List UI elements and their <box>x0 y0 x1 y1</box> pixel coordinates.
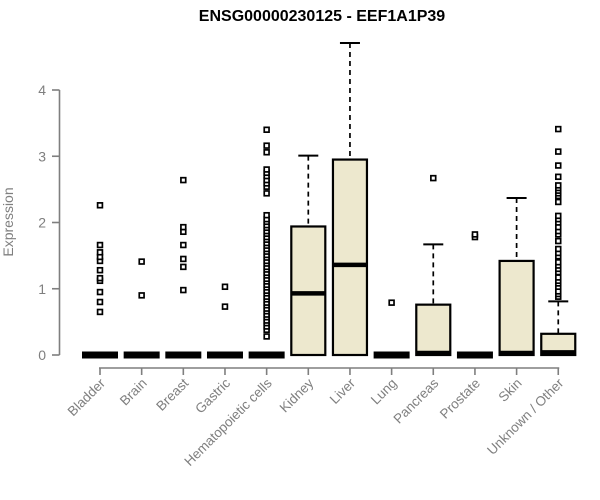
outlier-point <box>388 299 395 306</box>
outlier-point <box>96 288 104 296</box>
outlier-point <box>138 292 145 299</box>
y-tick-label: 0 <box>38 347 46 363</box>
outlier-point <box>96 266 104 274</box>
outlier-point <box>555 198 562 206</box>
outlier-point <box>180 255 187 263</box>
outlier-point <box>221 303 229 310</box>
outlier-point <box>555 182 562 189</box>
outlier-point <box>555 245 562 253</box>
outlier-point <box>96 249 104 256</box>
outlier-point <box>180 263 187 271</box>
outlier-point <box>263 149 270 156</box>
outlier-point <box>96 202 104 209</box>
outlier-point <box>471 231 479 238</box>
collapsed-box-breast <box>165 351 202 359</box>
outlier-point <box>138 258 145 265</box>
x-category-label: Unknown / Other <box>484 375 567 458</box>
outlier-point <box>263 190 270 197</box>
outlier-point <box>263 166 270 173</box>
outlier-point <box>221 283 229 291</box>
box-skin <box>498 259 535 357</box>
outlier-point <box>263 126 270 133</box>
outlier-point <box>555 259 562 266</box>
y-tick-label: 3 <box>38 148 46 164</box>
outlier-point <box>96 308 104 316</box>
box-liver <box>331 158 369 357</box>
outlier-point <box>555 274 562 281</box>
collapsed-box-prostate <box>456 351 493 359</box>
x-category-label: Kidney <box>277 375 317 415</box>
outlier-point <box>96 241 104 249</box>
x-category-label: Breast <box>153 375 191 413</box>
collapsed-box-bladder <box>82 351 118 359</box>
y-tick-label: 2 <box>38 215 46 231</box>
collapsed-box-brain <box>123 351 160 359</box>
y-tick-label: 1 <box>38 281 46 297</box>
x-category-label: Gastric <box>192 375 233 416</box>
collapsed-box-gastric <box>206 351 243 359</box>
outlier-point <box>555 212 562 220</box>
box-kidney <box>290 225 327 357</box>
outlier-point <box>555 125 562 133</box>
outlier-point <box>555 173 562 181</box>
x-category-label: Prostate <box>437 376 483 422</box>
chart-title: ENSG00000230125 - EEF1A1P39 <box>199 8 445 25</box>
outlier-point <box>96 298 104 306</box>
outlier-point <box>555 148 562 155</box>
outlier-point <box>430 174 437 182</box>
x-category-label: Liver <box>327 375 359 407</box>
outlier-point <box>263 211 270 219</box>
y-tick-label: 4 <box>38 82 46 98</box>
y-axis-label: Expression <box>0 187 16 256</box>
box-unknown-other <box>540 332 577 357</box>
box-pancreas <box>415 303 452 357</box>
outlier-point <box>180 286 187 294</box>
outlier-point <box>180 223 187 231</box>
outlier-point <box>263 142 270 149</box>
collapsed-box-hematopoietic-cells <box>248 351 285 359</box>
outlier-point <box>96 274 104 282</box>
outlier-point <box>555 237 562 245</box>
x-category-label: Brain <box>117 376 150 409</box>
outlier-point <box>555 162 562 169</box>
x-category-label: Lung <box>368 376 400 408</box>
outlier-point <box>263 333 270 340</box>
outlier-point <box>180 241 187 249</box>
x-category-label: Bladder <box>65 375 109 419</box>
collapsed-box-lung <box>373 351 410 359</box>
x-category-label: Pancreas <box>390 375 441 426</box>
outlier-point <box>180 176 187 184</box>
x-category-label: Skin <box>496 376 525 405</box>
